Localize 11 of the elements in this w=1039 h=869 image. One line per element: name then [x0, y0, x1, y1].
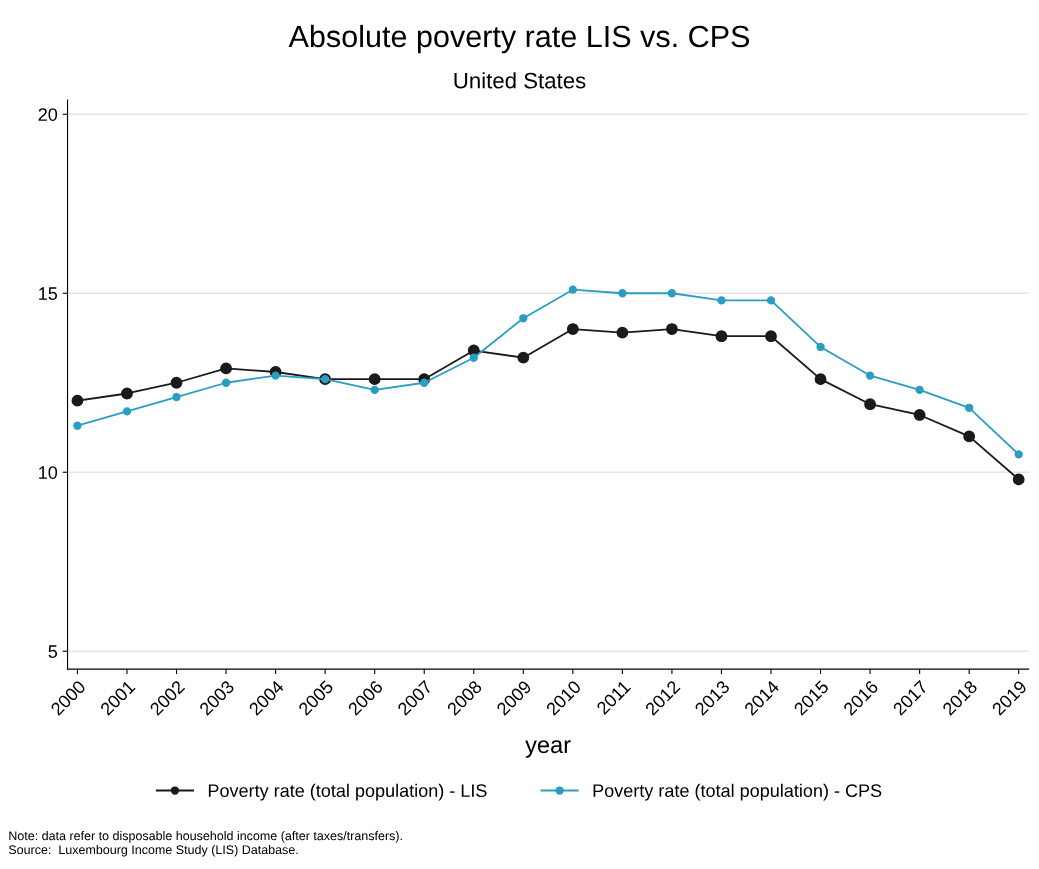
text: Note: data refer to disposable household income (after taxes/transfers). [9, 831, 402, 843]
source-note: Source: Luxembourg Income Study (LIS) Database. [8, 844, 298, 857]
y-tick-label: 5 [48, 645, 58, 658]
y-tick-label: 10 [39, 466, 58, 479]
legend-label: Poverty rate (total population) - LIS [208, 783, 487, 801]
legend-label: Poverty rate (total population) - CPS [593, 783, 882, 801]
x-axis-title: year [525, 740, 571, 758]
y-tick-label: 15 [39, 287, 58, 300]
chart-subtitle: United States [454, 72, 586, 89]
y-tick-label: 20 [38, 108, 58, 121]
chart-title: Absolute poverty rate LIS vs. CPS [288, 24, 750, 54]
